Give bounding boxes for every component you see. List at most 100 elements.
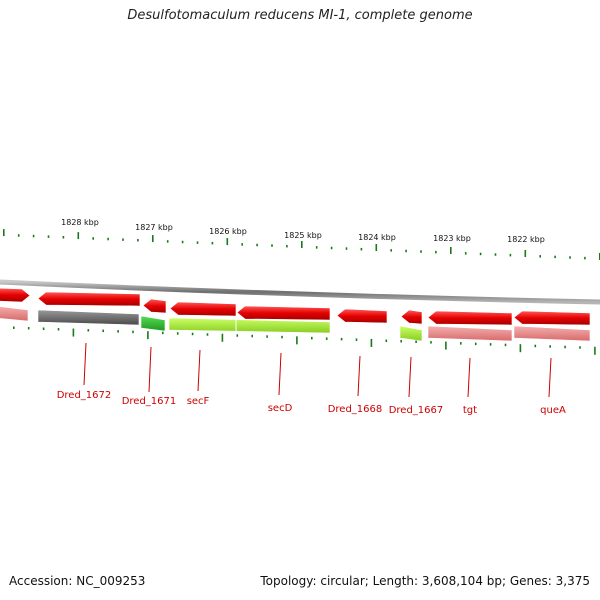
kbp-label: 1823 kbp <box>433 234 471 243</box>
minor-tick <box>479 252 482 256</box>
minor-tick <box>385 339 388 342</box>
kbp-label: 1828 kbp <box>61 218 99 227</box>
gene-arrow <box>142 298 167 314</box>
minor-tick <box>251 334 253 338</box>
minor-tick <box>539 255 541 258</box>
minor-tick <box>494 253 497 256</box>
genome-summary-text: Topology: circular; Length: 3,608,104 bp… <box>260 574 590 588</box>
minor-tick <box>132 330 134 334</box>
minor-tick <box>256 243 258 247</box>
minor-tick <box>489 343 492 346</box>
minor-tick <box>62 236 65 239</box>
minor-tick <box>47 235 50 238</box>
gene-label: Dred_1667 <box>389 405 444 416</box>
minor-tick <box>405 249 407 253</box>
kbp-label: 1826 kbp <box>209 227 247 236</box>
gene-label: Dred_1672 <box>57 390 112 401</box>
cog-block <box>399 325 423 342</box>
minor-tick <box>266 335 268 338</box>
minor-tick <box>57 328 60 331</box>
kbp-label: 1825 kbp <box>284 231 322 240</box>
minor-tick <box>137 238 139 242</box>
minor-tick <box>87 329 90 332</box>
genome-title: Desulfotomaculum reducens MI-1, complete… <box>127 8 473 23</box>
minor-tick <box>569 256 571 259</box>
minor-tick <box>27 326 30 330</box>
minor-tick <box>415 340 417 344</box>
kbp-label: 1824 kbp <box>358 233 396 242</box>
minor-tick <box>32 234 35 238</box>
minor-tick <box>17 234 20 237</box>
kbp-label-group: 1828 kbp 1827 kbp 1826 kbp 1825 kbp 1824 kbp… <box>61 218 545 244</box>
minor-tick <box>360 247 363 251</box>
minor-tick <box>330 246 333 250</box>
minor-tick <box>509 253 512 257</box>
gene-arrow <box>236 305 331 321</box>
minor-tick <box>102 329 104 333</box>
cog-block <box>513 325 591 342</box>
cog-block <box>37 309 140 326</box>
cog-block <box>427 325 513 342</box>
minor-tick <box>504 343 507 347</box>
minor-tick <box>584 256 586 260</box>
minor-tick <box>315 246 318 249</box>
major-tick <box>77 232 80 240</box>
gene-arrow <box>336 308 388 324</box>
major-tick <box>147 331 149 340</box>
minor-tick <box>107 237 109 241</box>
minor-tick <box>286 244 288 248</box>
major-tick <box>72 328 75 337</box>
major-tick <box>3 229 5 237</box>
gene-leader-line <box>83 342 87 386</box>
minor-tick <box>206 333 209 336</box>
gene-label-group: Dred_1672 Dred_1671 secF secD Dred_1668 Dred_… <box>57 342 566 416</box>
genome-backbone <box>0 279 600 305</box>
gene-leader-line <box>467 357 471 398</box>
minor-tick <box>191 332 194 336</box>
gene-arrow <box>400 309 423 325</box>
gene-feature-track <box>0 287 591 342</box>
minor-tick <box>236 334 239 337</box>
minor-tick <box>355 338 358 341</box>
gene-leader-line <box>357 355 361 397</box>
minor-tick <box>474 342 477 346</box>
gene-arrow <box>37 291 141 307</box>
minor-tick <box>345 247 348 250</box>
gene-arrow <box>513 310 591 326</box>
minor-tick <box>430 341 432 344</box>
minor-tick <box>400 340 402 343</box>
minor-tick <box>281 335 283 339</box>
major-tick <box>296 336 298 345</box>
gene-label: secD <box>268 403 293 414</box>
gene-arrow <box>169 301 237 317</box>
gene-leader-line <box>548 357 552 398</box>
major-tick <box>519 344 522 353</box>
major-tick <box>221 333 224 342</box>
minor-tick <box>340 337 343 341</box>
gene-label: secF <box>187 396 210 407</box>
minor-tick <box>549 345 551 348</box>
minor-tick <box>13 326 15 329</box>
kbp-label: 1822 kbp <box>507 235 545 244</box>
gene-leader-line <box>197 349 201 392</box>
major-tick <box>370 338 373 347</box>
minor-tick <box>122 238 124 241</box>
cog-block <box>0 306 29 322</box>
minor-tick <box>390 249 392 252</box>
gene-leader-line <box>278 352 282 396</box>
major-tick <box>445 341 447 350</box>
minor-tick <box>92 237 94 240</box>
minor-tick <box>325 337 328 340</box>
major-tick <box>226 238 229 246</box>
major-tick <box>375 244 378 252</box>
minor-tick <box>117 330 119 333</box>
gene-leader-line <box>148 346 152 393</box>
major-tick <box>594 346 596 355</box>
gene-arrow <box>427 310 513 326</box>
outer-tick-ring <box>3 229 600 260</box>
gene-label: Dred_1668 <box>328 404 383 415</box>
cog-block <box>168 317 331 334</box>
minor-tick <box>564 345 566 349</box>
